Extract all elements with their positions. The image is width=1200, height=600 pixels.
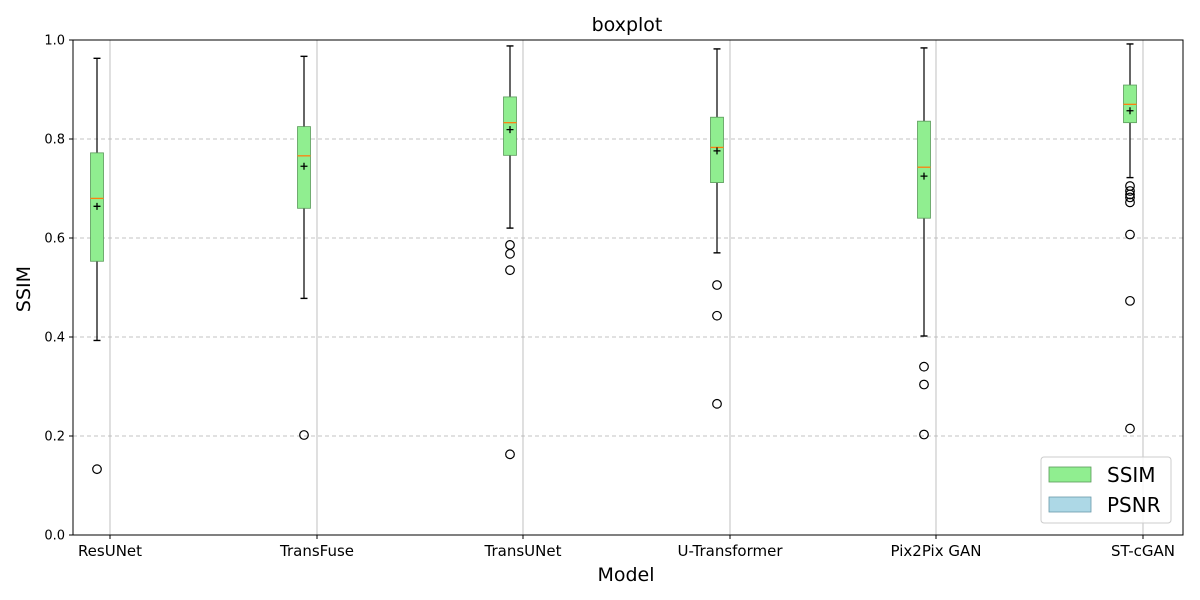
mean-marker xyxy=(713,147,721,155)
outlier-point xyxy=(712,310,722,321)
outlier-point xyxy=(505,248,515,259)
outlier-point xyxy=(1125,181,1135,191)
box-transfuse xyxy=(297,55,311,440)
outlier-point xyxy=(1125,186,1135,196)
chart-title: boxplot xyxy=(592,14,663,36)
outlier-point xyxy=(92,464,102,475)
mean-marker xyxy=(300,162,308,170)
outlier-point xyxy=(1125,192,1135,203)
y-tick-label: 0.0 xyxy=(44,529,65,544)
outlier-point xyxy=(919,379,929,390)
y-tick-label: 0.6 xyxy=(44,232,65,247)
outlier-point xyxy=(299,430,309,440)
box-transunet xyxy=(503,45,517,460)
y-axis-label: SSIM xyxy=(13,266,35,312)
x-axis: ResUNet TransFuse TransUNet U-Transformer Pi… xyxy=(78,535,1175,560)
mean-marker xyxy=(506,126,514,134)
y-tick-label: 1.0 xyxy=(44,34,65,49)
legend-swatch-psnr xyxy=(1048,496,1092,513)
y-tick-label: 0.2 xyxy=(44,430,65,445)
outlier-point xyxy=(1125,295,1135,306)
x-tick-label: U-Transformer xyxy=(677,542,783,560)
outlier-point xyxy=(505,449,515,460)
y-tick-label: 0.4 xyxy=(44,331,65,346)
legend-label-ssim: SSIM xyxy=(1107,463,1156,487)
x-tick-label: ST-cGAN xyxy=(1111,542,1175,560)
y-axis: 0.0 0.2 0.4 0.6 0.8 1.0 xyxy=(44,34,73,544)
x-tick-label: ResUNet xyxy=(78,542,142,560)
x-tick-label: TransFuse xyxy=(279,542,354,560)
outlier-point xyxy=(919,429,929,440)
outlier-point xyxy=(712,398,722,409)
x-tick-label: Pix2Pix GAN xyxy=(891,542,982,560)
grid-layer xyxy=(73,40,1183,535)
outlier-point xyxy=(505,265,515,276)
box-layer xyxy=(90,43,1137,475)
y-tick-label: 0.8 xyxy=(44,133,65,148)
outlier-point xyxy=(1125,189,1135,200)
x-tick-label: TransUNet xyxy=(484,542,562,560)
legend: SSIM PSNR xyxy=(1040,456,1172,524)
outlier-point xyxy=(919,361,929,372)
x-axis-label: Model xyxy=(597,564,654,586)
box-u-transformer xyxy=(710,48,724,409)
legend-label-psnr: PSNR xyxy=(1107,493,1161,517)
box-pix2pix-gan xyxy=(917,47,931,440)
legend-swatch-ssim xyxy=(1048,466,1092,483)
iqr-box xyxy=(917,120,931,219)
mean-marker xyxy=(1126,107,1134,115)
plot-frame xyxy=(72,39,1184,536)
box-st-cgan xyxy=(1123,43,1137,434)
box-resunet xyxy=(90,57,104,475)
mean-marker xyxy=(93,202,101,210)
outlier-point xyxy=(712,280,722,290)
outlier-point xyxy=(1125,197,1135,208)
outlier-point xyxy=(1125,229,1135,240)
outlier-point xyxy=(1125,423,1135,434)
outlier-point xyxy=(505,240,515,250)
mean-marker xyxy=(920,172,928,180)
